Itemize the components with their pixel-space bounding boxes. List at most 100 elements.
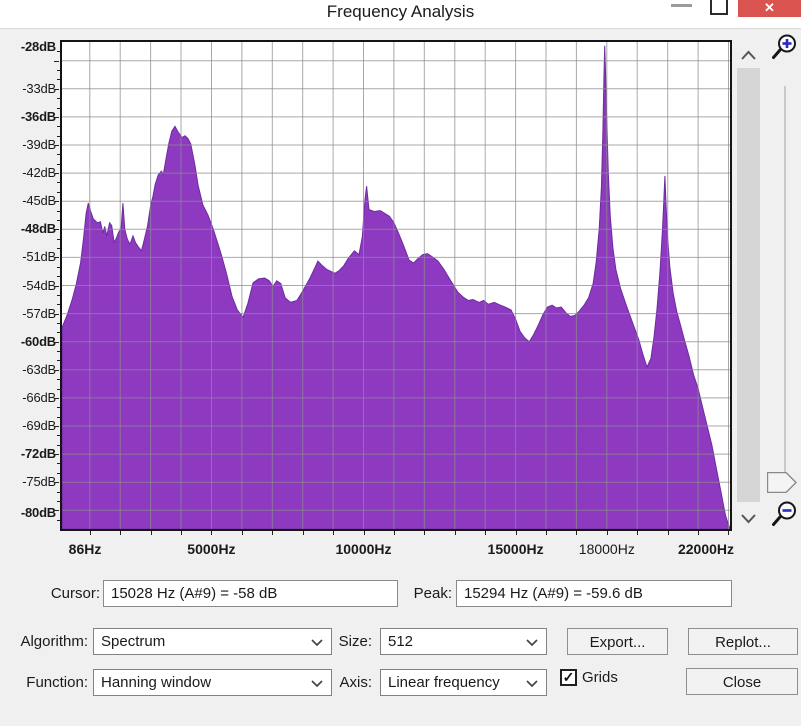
x-axis-label: 86Hz (68, 541, 102, 557)
y-axis-tick (54, 173, 59, 174)
axis-select[interactable]: Linear frequency (380, 669, 547, 696)
y-axis-tick (57, 417, 60, 418)
y-axis-tick (54, 314, 59, 315)
zoom-slider-handle[interactable] (766, 471, 797, 494)
x-axis-label: 10000Hz (335, 541, 392, 557)
maximize-button[interactable] (709, 0, 729, 16)
y-axis-label: -45dB (22, 193, 56, 209)
x-axis-label: 5000Hz (187, 541, 236, 557)
y-axis-tick (57, 211, 60, 212)
scrollbar-thumb[interactable] (737, 68, 760, 502)
y-axis-tick (57, 192, 60, 193)
x-axis-tick (516, 531, 517, 535)
chevron-down-icon (311, 639, 323, 646)
y-axis-tick (57, 379, 60, 380)
chevron-up-icon (741, 50, 756, 60)
scroll-up-button[interactable] (737, 46, 760, 66)
minimize-button[interactable] (670, 0, 694, 18)
maximize-icon (710, 0, 728, 15)
peak-label: Peak: (413, 585, 452, 602)
grids-checkbox[interactable]: ✓ (560, 669, 577, 686)
y-axis-tick (57, 220, 60, 221)
y-axis-tick (57, 407, 60, 408)
function-label: Function: (26, 674, 88, 691)
chevron-down-icon (526, 680, 538, 687)
chevron-down-icon (311, 680, 323, 687)
y-axis-tick (57, 389, 60, 390)
x-axis-tick (211, 531, 212, 535)
y-axis-tick (57, 295, 60, 296)
y-axis-label: -75dB (22, 474, 56, 490)
window-title: Frequency Analysis (326, 2, 475, 21)
axis-label: Axis: (339, 674, 372, 691)
function-select[interactable]: Hanning window (93, 669, 332, 696)
replot-button[interactable]: Replot... (688, 628, 798, 655)
x-axis-tick (455, 531, 456, 535)
x-axis-tick (151, 531, 152, 535)
x-axis-tick (728, 531, 729, 535)
y-axis-tick (57, 323, 60, 324)
x-axis-tick (424, 531, 425, 535)
x-axis-tick (394, 531, 395, 535)
size-label: Size: (338, 633, 372, 650)
y-axis-tick (54, 229, 59, 230)
zoom-slider-track[interactable] (784, 86, 786, 472)
scroll-down-button[interactable] (737, 508, 760, 528)
y-axis-label: -72dB (20, 446, 56, 462)
x-axis-tick (90, 531, 91, 535)
y-axis-tick (57, 136, 60, 137)
peak-readout-field[interactable]: 15294 Hz (A#9) = -59.6 dB (456, 580, 732, 607)
zoom-in-button[interactable] (770, 33, 800, 63)
y-axis-tick (54, 426, 59, 427)
y-axis-tick (57, 463, 60, 464)
y-axis-tick (57, 492, 60, 493)
x-axis-tick (333, 531, 334, 535)
y-axis-label: -80dB (20, 505, 56, 520)
algorithm-select[interactable]: Spectrum (93, 628, 332, 655)
close-button[interactable]: Close (686, 668, 798, 695)
check-icon: ✓ (562, 669, 575, 685)
y-axis-label: -69dB (22, 417, 56, 433)
chevron-down-icon (741, 514, 756, 524)
y-axis-tick (57, 520, 60, 521)
y-axis-tick (57, 351, 60, 352)
y-axis-tick (54, 89, 59, 90)
zoom-out-button[interactable] (770, 500, 800, 530)
y-axis-label: -51dB (22, 249, 56, 265)
x-axis-tick (546, 531, 547, 535)
y-axis-label: -39dB (22, 137, 56, 153)
x-axis-tick (272, 531, 273, 535)
algorithm-label: Algorithm: (20, 633, 88, 650)
x-axis-tick (637, 531, 638, 535)
x-axis-tick (698, 531, 699, 535)
x-axis-tick (607, 531, 608, 535)
y-axis-label: -33dB (22, 80, 56, 96)
y-axis-tick (57, 332, 60, 333)
y-axis-tick (57, 154, 60, 155)
y-axis-tick (57, 182, 60, 183)
cursor-readout-field[interactable]: 15028 Hz (A#9) = -58 dB (103, 580, 398, 607)
y-axis-tick (57, 108, 60, 109)
x-axis-tick (668, 531, 669, 535)
x-axis-label: 18000Hz (578, 541, 635, 557)
y-axis-tick (57, 239, 60, 240)
y-axis-tick (54, 201, 59, 202)
export-button[interactable]: Export... (567, 628, 668, 655)
y-axis-tick (57, 435, 60, 436)
y-axis-tick (57, 126, 60, 127)
y-axis-tick (57, 473, 60, 474)
y-axis-tick (57, 98, 60, 99)
y-axis-tick (54, 61, 59, 62)
title-bar[interactable]: Frequency Analysis (0, 0, 801, 29)
close-window-button[interactable]: ✕ (738, 0, 801, 17)
y-axis-label: -54dB (22, 277, 56, 293)
y-axis-tick (57, 304, 60, 305)
spectrum-plot[interactable] (60, 40, 732, 531)
y-axis-tick (54, 454, 59, 455)
y-axis-tick (54, 117, 59, 118)
size-select[interactable]: 512 (380, 628, 547, 655)
chevron-down-icon (526, 639, 538, 646)
minimize-icon (671, 4, 692, 7)
x-axis-tick (120, 531, 121, 535)
y-axis-tick (57, 164, 60, 165)
